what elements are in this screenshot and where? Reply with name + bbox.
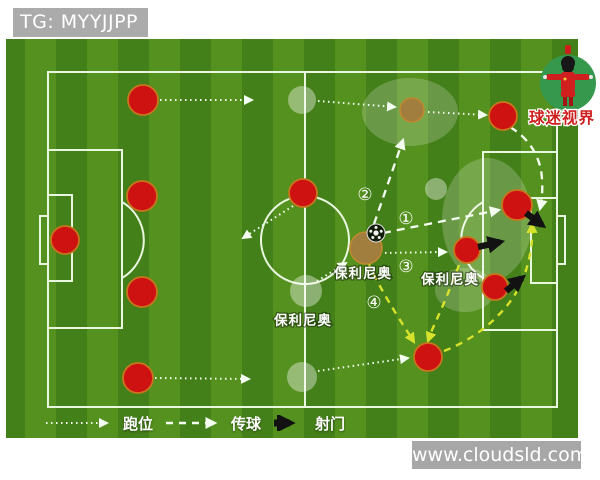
player-dot xyxy=(481,273,509,301)
watermark: www.cloudsld.com xyxy=(412,441,588,469)
soccer-ball-icon xyxy=(373,230,379,236)
run-arrow xyxy=(154,373,251,384)
step-number: ① xyxy=(398,209,413,229)
tg-badge: TG: MYYJJPP xyxy=(13,8,148,37)
player-name-label: 保利尼奥 xyxy=(273,312,332,329)
ghost-position-dot xyxy=(290,275,322,307)
shot-arrow xyxy=(524,210,547,229)
solid-arrow-icon xyxy=(274,415,296,431)
player-dot xyxy=(126,276,158,308)
shot-arrow xyxy=(503,274,527,294)
pass-arrow xyxy=(382,206,502,235)
player-dot xyxy=(288,178,318,208)
legend-item-pass: 传球 xyxy=(164,413,261,434)
step-number: ④ xyxy=(366,293,381,313)
legend-pass-label: 传球 xyxy=(231,414,262,433)
pass-arrow xyxy=(509,126,548,212)
mascot-icon xyxy=(540,45,596,111)
player-dot xyxy=(413,342,443,372)
logo-title: 球迷视界 xyxy=(529,108,595,127)
highlight-zone xyxy=(435,268,495,312)
player-dot xyxy=(453,236,481,264)
run-arrow xyxy=(241,205,294,240)
pass-arrow-yellow xyxy=(366,261,416,344)
player-dot xyxy=(122,362,154,394)
paulinho-dot xyxy=(399,97,425,123)
soccer-ball-icon xyxy=(369,229,373,233)
player-dot xyxy=(50,225,80,255)
ghost-position-dot xyxy=(287,362,317,392)
legend-item-run: 跑位 xyxy=(44,413,153,434)
step-number: ② xyxy=(357,185,372,205)
soccer-ball-icon xyxy=(379,229,383,233)
soccer-ball-icon xyxy=(377,236,381,239)
pitch-markings xyxy=(39,71,566,408)
player-name-label: 保利尼奥 xyxy=(420,271,479,288)
ghost-position-dot xyxy=(288,86,316,114)
legend-item-shot: 射门 xyxy=(272,413,345,434)
legend: 跑位 传球 射门 xyxy=(44,413,345,433)
pass-arrow xyxy=(372,137,406,225)
player-dot xyxy=(488,101,518,131)
dashed-arrow-icon xyxy=(166,417,218,429)
player-dot xyxy=(126,180,158,212)
pass-arrow-yellow xyxy=(425,264,461,344)
player-name-label: 保利尼奥 xyxy=(333,265,392,282)
soccer-ball-icon xyxy=(374,226,378,229)
dotted-arrow-icon xyxy=(46,418,109,428)
run-arrow xyxy=(317,354,410,372)
run-arrow xyxy=(379,247,448,258)
player-dot xyxy=(501,189,533,221)
pass-arrow-yellow xyxy=(443,221,538,353)
soccer-ball-icon xyxy=(371,236,375,239)
shot-arrow xyxy=(477,236,506,254)
ghost-position-dot xyxy=(425,178,447,200)
run-arrow xyxy=(316,261,348,282)
step-number: ③ xyxy=(398,257,413,277)
legend-run-label: 跑位 xyxy=(123,414,154,433)
legend-shot-label: 射门 xyxy=(315,414,346,433)
player-dot xyxy=(127,84,159,116)
fan-vision-logo: 球迷视界 xyxy=(528,45,596,128)
